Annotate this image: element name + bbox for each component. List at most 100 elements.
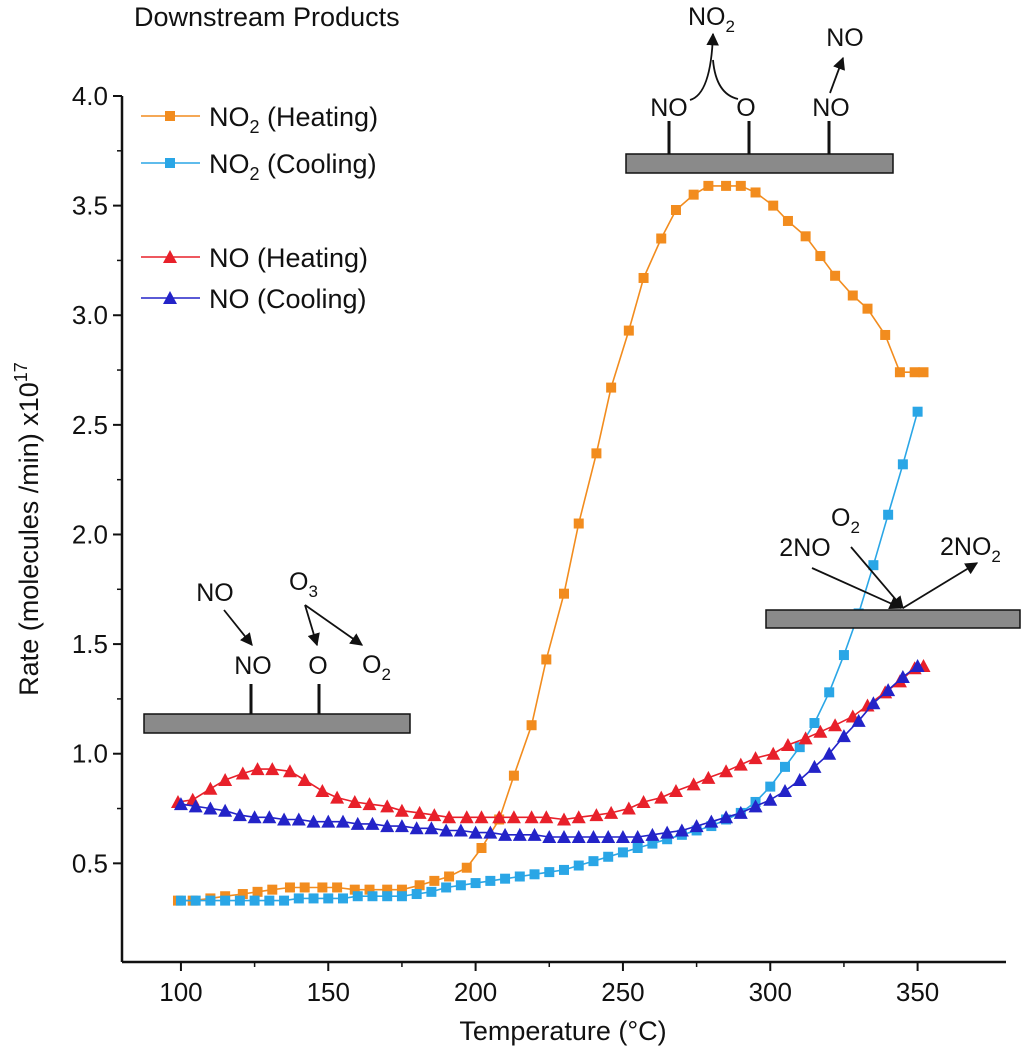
- data-point: [539, 810, 554, 824]
- data-point: [660, 825, 675, 839]
- annotation-no-desorbed: NO: [826, 24, 864, 52]
- legend-label: NO2 (Cooling): [209, 149, 377, 184]
- data-point: [426, 886, 437, 897]
- reaction-arrow: [689, 32, 719, 101]
- data-point: [851, 713, 866, 727]
- data-point: [703, 180, 714, 191]
- y-tick-label: 1.5: [72, 629, 108, 659]
- data-point: [349, 884, 360, 895]
- data-point: [485, 875, 496, 886]
- annotation-o-surface: O: [308, 652, 327, 680]
- data-point: [573, 518, 584, 529]
- data-point: [668, 783, 683, 797]
- data-point: [721, 180, 732, 191]
- data-point: [800, 231, 811, 242]
- data-point: [453, 823, 468, 837]
- data-point: [822, 746, 837, 760]
- surface-slab: [625, 153, 894, 174]
- data-point: [542, 830, 557, 844]
- data-point: [701, 770, 716, 784]
- data-point: [237, 889, 248, 900]
- y-axis-label: Rate (molecules /min) x1017: [11, 362, 44, 696]
- data-point: [881, 683, 896, 697]
- data-point: [544, 867, 555, 878]
- data-point: [778, 783, 792, 797]
- data-point: [306, 814, 321, 828]
- data-point: [262, 810, 277, 824]
- data-point: [591, 448, 602, 459]
- data-point: [365, 816, 380, 830]
- data-point: [704, 814, 719, 828]
- data-point: [338, 893, 348, 904]
- schematic-top: NO O NO NO2 NO: [625, 3, 894, 174]
- legend-label: NO (Heating): [209, 243, 368, 273]
- legend-entry-no2-cooling: NO2 (Cooling): [141, 149, 377, 184]
- data-point: [733, 757, 748, 771]
- series-3: [173, 659, 925, 844]
- series-line: [180, 665, 919, 838]
- data-point: [894, 367, 905, 378]
- legend-marker-triangle: [163, 291, 177, 304]
- data-point: [323, 893, 334, 904]
- data-point: [868, 560, 879, 571]
- data-point: [601, 830, 616, 844]
- data-point: [218, 773, 233, 787]
- data-point: [382, 884, 393, 895]
- data-point: [352, 891, 363, 902]
- data-point: [559, 864, 569, 875]
- data-point: [909, 367, 920, 378]
- data-point: [476, 842, 487, 853]
- data-point: [792, 773, 807, 787]
- data-point: [766, 746, 781, 760]
- data-point: [173, 797, 188, 811]
- annotation-no-gas: NO: [196, 579, 234, 607]
- desorption-arrow: [829, 56, 845, 94]
- reaction-arrow: [304, 604, 364, 646]
- data-point: [267, 884, 278, 895]
- schematic-bottom-left: NO NO O3 O O2: [143, 568, 411, 734]
- data-point: [367, 891, 378, 902]
- data-point: [249, 895, 260, 906]
- y-axis-label-main: Rate (molecules /min) x10: [14, 382, 44, 696]
- y-axis-label-exponent: 17: [11, 362, 31, 382]
- y-tick-label: 1.0: [72, 739, 108, 769]
- data-point: [895, 669, 910, 683]
- data-point: [284, 882, 295, 893]
- data-point: [444, 871, 455, 882]
- y-tick-label: 2.5: [72, 410, 108, 440]
- data-point: [719, 764, 734, 778]
- data-point: [506, 810, 521, 824]
- x-tick-label: 250: [601, 977, 644, 1007]
- data-point: [807, 759, 822, 773]
- data-point: [719, 810, 734, 824]
- data-point: [461, 862, 472, 873]
- data-point: [350, 816, 365, 830]
- data-point: [175, 895, 186, 906]
- annotation-2no: 2NO: [779, 534, 830, 562]
- annotation-o-adsorbed: O: [736, 94, 755, 122]
- data-point: [630, 830, 645, 844]
- data-point: [441, 882, 452, 893]
- data-point: [442, 810, 457, 824]
- data-point: [763, 792, 778, 806]
- reaction-arrow: [304, 604, 320, 647]
- x-tick-label: 200: [454, 977, 497, 1007]
- y-tick-label: 3.0: [72, 300, 108, 330]
- data-point: [414, 880, 425, 891]
- data-point: [380, 819, 395, 833]
- reaction-arrow: [902, 562, 979, 609]
- legend-entry-no-heating: NO (Heating): [141, 243, 368, 273]
- data-point: [291, 812, 306, 826]
- data-point: [299, 882, 310, 893]
- data-point: [897, 459, 908, 470]
- y-tick-label: 0.5: [72, 848, 108, 878]
- annotation-no-adsorbed-right: NO: [812, 94, 850, 122]
- x-tick-label: 350: [896, 977, 939, 1007]
- data-point: [588, 856, 599, 867]
- data-point: [780, 737, 795, 751]
- data-point: [396, 884, 407, 895]
- data-point: [468, 825, 483, 839]
- data-point: [830, 270, 841, 281]
- data-point: [396, 891, 407, 902]
- data-point: [190, 895, 201, 906]
